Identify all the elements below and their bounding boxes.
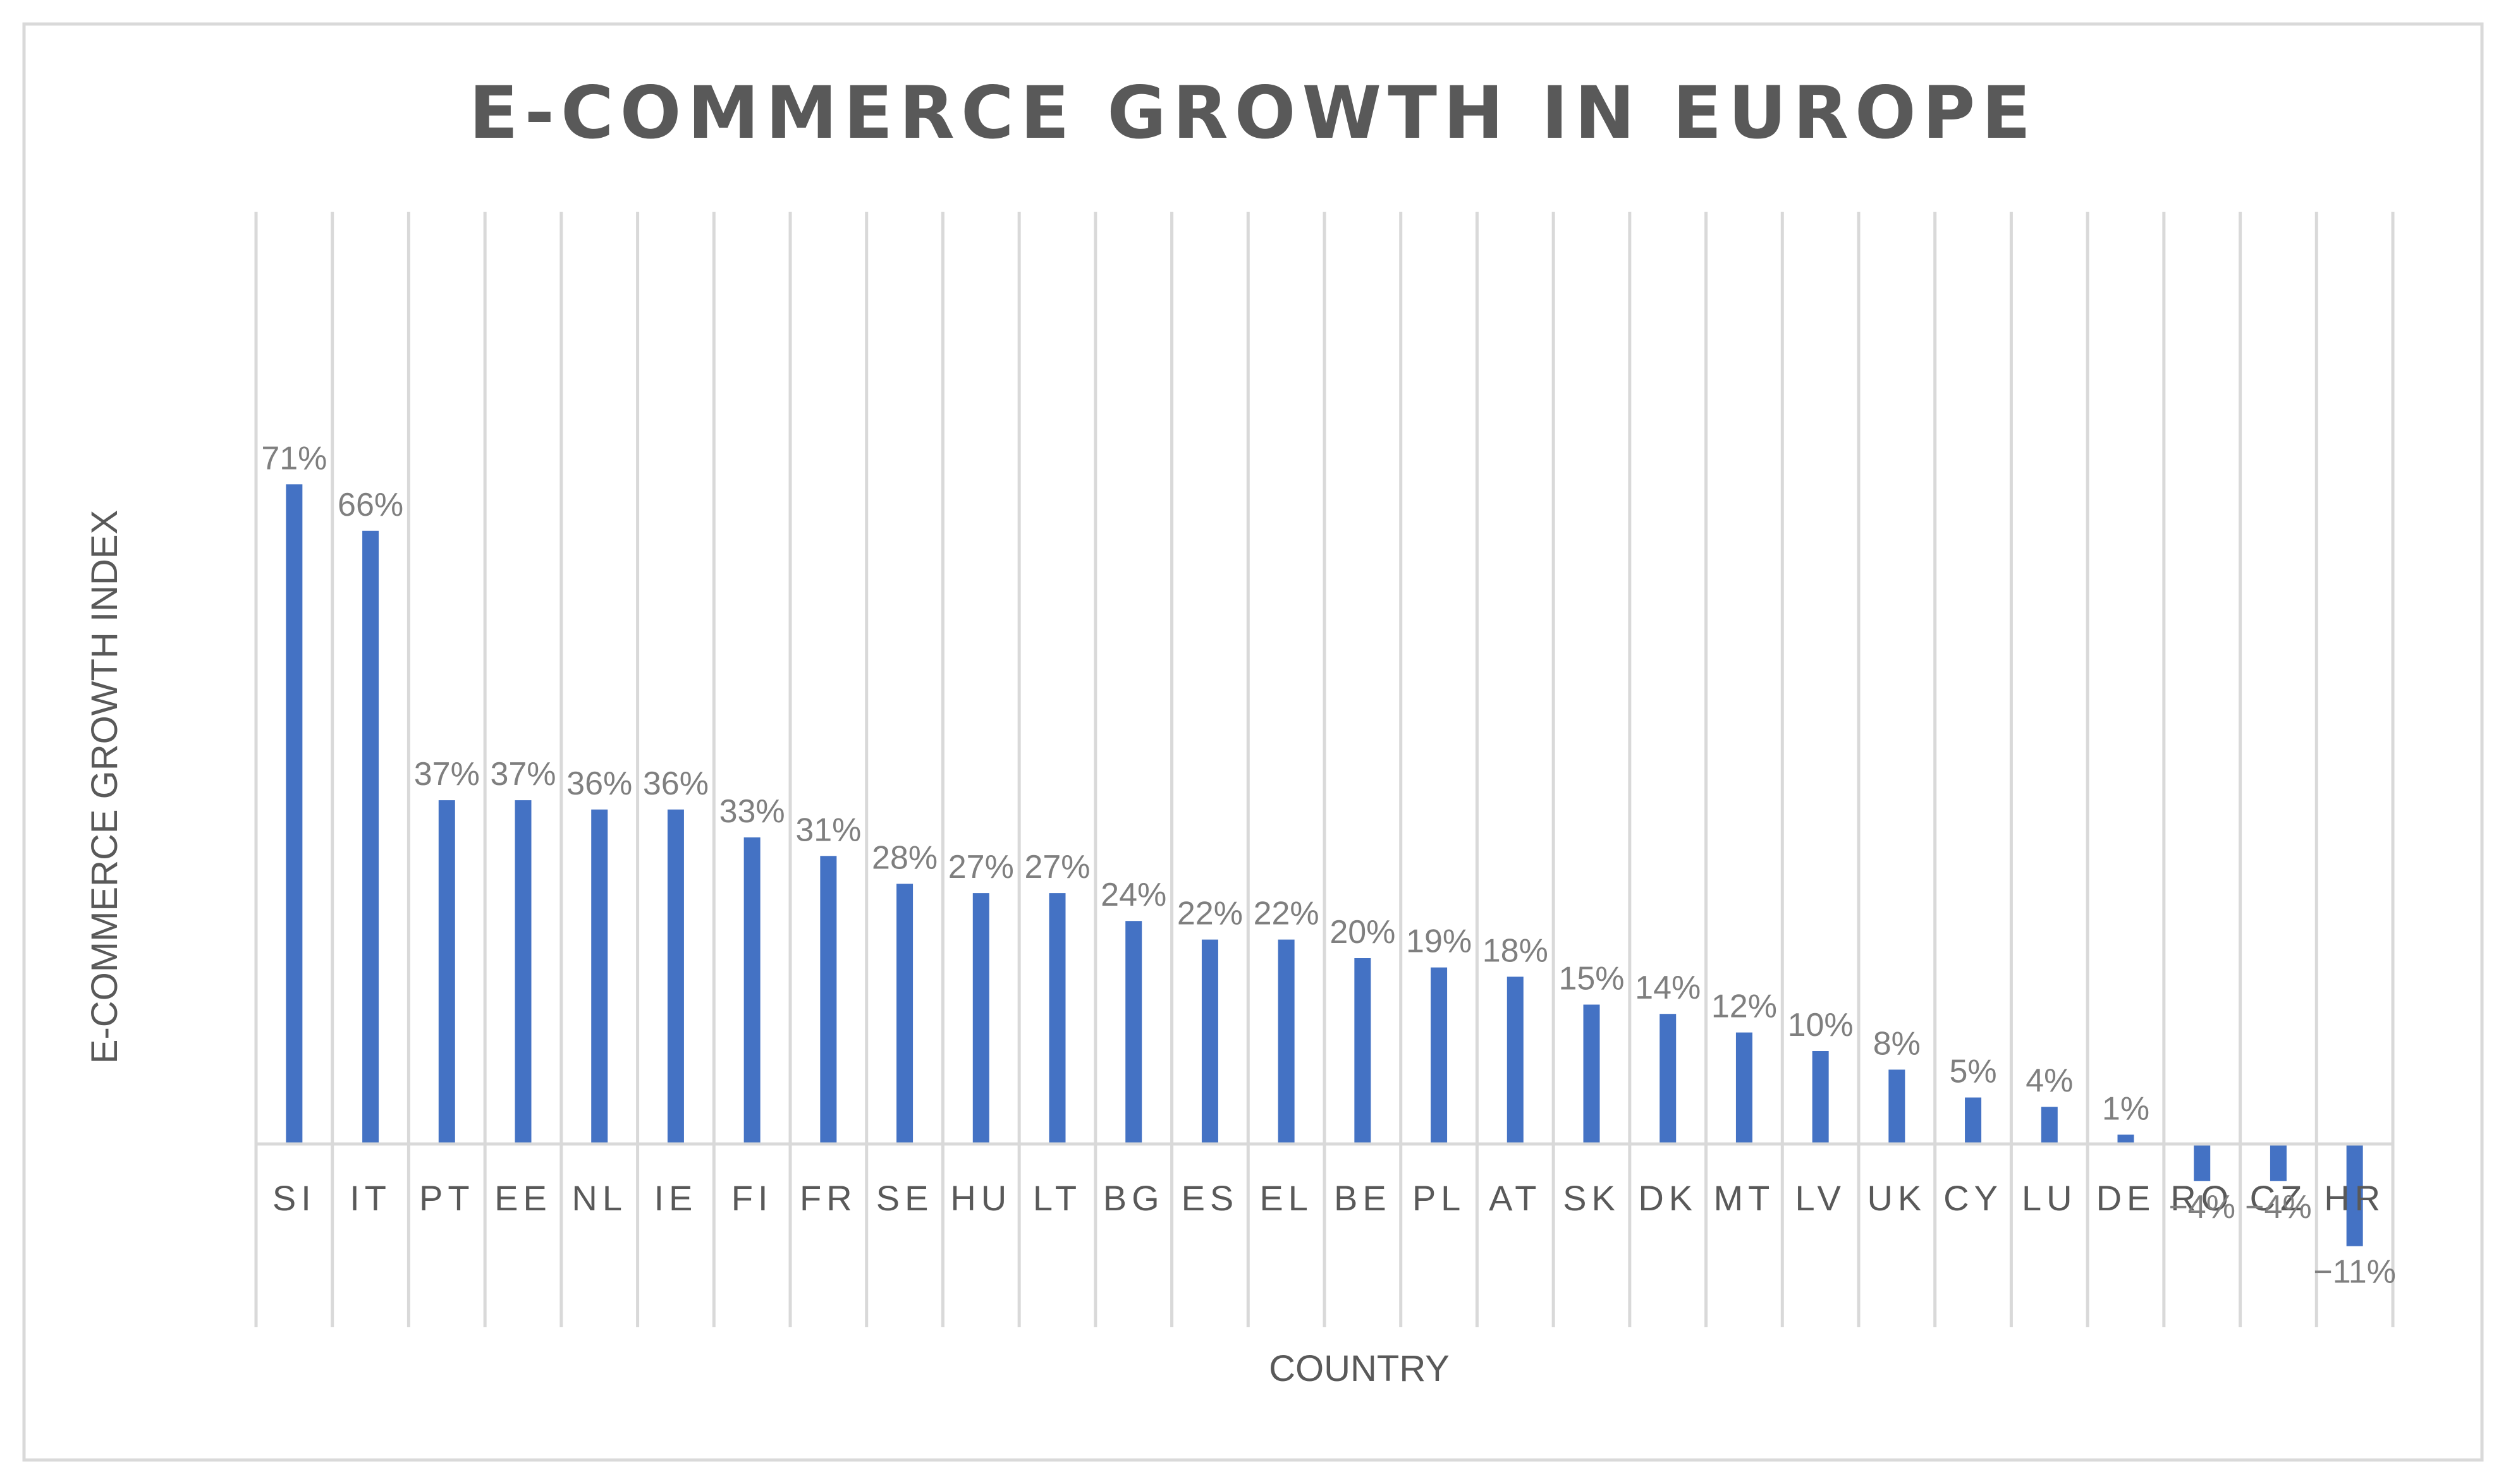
data-label-at: 18% [1482,932,1548,969]
data-label-se: 28% [872,839,938,876]
tick-label-bg: BG [1103,1178,1164,1218]
tick-label-pl: PL [1412,1178,1466,1218]
bar-ie [667,809,684,1144]
tick-label-at: AT [1489,1178,1541,1218]
tick-label-be: BE [1334,1178,1391,1218]
bars [286,484,2363,1246]
data-label-cz: −4% [2245,1189,2312,1226]
tick-label-lt: LT [1033,1178,1082,1218]
data-label-ro: −4% [2168,1189,2235,1226]
chart-border [22,22,2484,1462]
bar-pl [1431,967,1448,1144]
data-labels: 71% 66% 37% 37% 36% 36% 33% 31% 28% 27% 27% 24% 22% 2… [261,440,2396,1290]
tick-label-hr: HR [2324,1178,2385,1218]
data-label-ee: 37% [490,756,556,793]
data-label-be: 20% [1329,914,1395,951]
data-label-fi: 33% [719,793,785,830]
bar-cz [2270,1144,2287,1181]
tick-label-it: IT [350,1178,391,1218]
tick-label-es: ES [1182,1178,1239,1218]
bar-sk [1583,1004,1600,1144]
tick-label-mt: MT [1713,1178,1775,1218]
data-label-it: 66% [338,487,403,523]
tick-label-pt: PT [419,1178,475,1218]
bar-be [1354,958,1371,1144]
data-label-hr: −11% [2313,1254,2396,1291]
bar-cy [1965,1097,1982,1144]
tick-label-de: DE [2096,1178,2156,1218]
data-label-hu: 27% [948,849,1014,885]
tick-label-cy: CY [1943,1178,2003,1218]
bar-el [1278,939,1295,1144]
bar-fi [743,837,761,1144]
data-label-lu: 4% [2026,1062,2073,1099]
bar-uk [1888,1069,1905,1144]
bar-se [896,884,914,1144]
y-axis-title: E-COMMERCE GROWTH INDEX [84,510,125,1064]
bar-lv [1812,1051,1829,1144]
tick-label-ee: EE [494,1178,552,1218]
data-label-dk: 14% [1635,970,1701,1006]
grid-lines [254,212,2395,1327]
data-label-fr: 31% [795,812,861,848]
tick-label-se: SE [876,1178,934,1218]
bar-si [286,484,303,1144]
tick-label-lv: LV [1795,1178,1845,1218]
bar-hr [2346,1144,2363,1246]
bar-lt [1049,893,1066,1144]
tick-label-ie: IE [654,1178,697,1218]
data-label-pt: 37% [414,756,480,793]
tick-label-cz: CZ [2250,1178,2307,1218]
chart-title: E-COMMERCE GROWTH IN EUROPE [469,71,2037,155]
tick-label-dk: DK [1638,1178,1697,1218]
data-label-es: 22% [1177,896,1243,932]
tick-label-ro: RO [2170,1178,2234,1218]
bar-pt [438,800,455,1144]
bar-fr [820,856,837,1144]
tick-label-si: SI [272,1178,316,1218]
bar-hu [972,893,989,1144]
data-label-uk: 8% [1873,1025,1921,1062]
bar-mt [1735,1032,1752,1144]
tick-label-hu: HU [950,1178,1012,1218]
tick-labels: SI IT PT EE NL IE FI FR SE HU LT BG ES EL BE PL AT SK DK MT… [272,1178,2385,1218]
bar-lu [2041,1107,2058,1144]
data-label-cy: 5% [1949,1054,1996,1090]
bar-it [362,530,379,1144]
data-label-el: 22% [1254,896,1319,932]
bar-nl [591,809,608,1144]
data-label-lv: 10% [1788,1007,1854,1043]
bar-ro [2194,1144,2211,1181]
tick-label-nl: NL [571,1178,627,1218]
x-axis-title: COUNTRY [1269,1348,1450,1389]
bar-at [1507,976,1524,1144]
data-label-lt: 27% [1024,849,1090,885]
data-label-de: 1% [2102,1090,2149,1127]
tick-label-fi: FI [731,1178,773,1218]
bar-ee [515,800,532,1144]
data-label-pl: 19% [1406,923,1472,960]
bar-de [2117,1134,2134,1144]
data-label-mt: 12% [1711,988,1777,1025]
tick-label-el: EL [1259,1178,1313,1218]
tick-label-uk: UK [1867,1178,1926,1218]
data-label-bg: 24% [1101,877,1166,913]
bar-dk [1659,1014,1677,1144]
bar-bg [1125,921,1142,1144]
tick-label-fr: FR [800,1178,857,1218]
data-label-sk: 15% [1558,961,1624,997]
tick-label-lu: LU [2022,1178,2077,1218]
data-label-ie: 36% [643,765,709,802]
data-label-nl: 36% [566,765,632,802]
bar-es [1201,939,1218,1144]
tick-label-sk: SK [1563,1178,1620,1218]
data-label-si: 71% [261,440,327,477]
